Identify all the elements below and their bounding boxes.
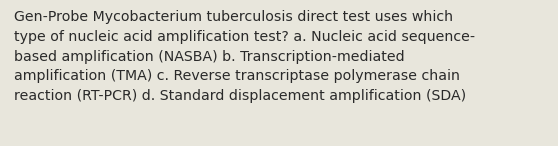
- Text: Gen-Probe Mycobacterium tuberculosis direct test uses which
type of nucleic acid: Gen-Probe Mycobacterium tuberculosis dir…: [14, 10, 475, 103]
